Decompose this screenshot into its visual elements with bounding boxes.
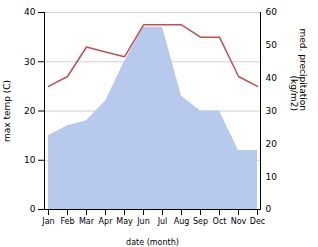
svg-text:Jun: Jun [136, 217, 150, 226]
svg-text:Apr: Apr [99, 217, 114, 226]
svg-text:Feb: Feb [60, 217, 74, 226]
svg-text:0: 0 [266, 204, 272, 214]
svg-text:30: 30 [266, 106, 278, 116]
svg-text:30: 30 [24, 57, 36, 67]
svg-text:20: 20 [24, 106, 36, 116]
svg-text:40: 40 [24, 7, 36, 17]
svg-text:20: 20 [266, 139, 278, 149]
svg-text:Aug: Aug [174, 217, 190, 226]
svg-text:Mar: Mar [79, 217, 95, 226]
svg-text:10: 10 [266, 172, 278, 182]
svg-text:60: 60 [266, 7, 278, 17]
svg-text:10: 10 [24, 155, 36, 165]
svg-text:Nov: Nov [231, 217, 247, 226]
svg-text:0: 0 [30, 204, 36, 214]
svg-text:Dec: Dec [250, 217, 265, 226]
svg-text:date (month): date (month) [126, 238, 179, 247]
svg-text:Sep: Sep [193, 217, 208, 226]
svg-text:May: May [116, 217, 133, 226]
svg-text:med. precipitation(kg/m2): med. precipitation(kg/m2) [289, 29, 308, 111]
svg-text:40: 40 [266, 73, 278, 83]
svg-text:50: 50 [266, 40, 278, 50]
svg-text:Jul: Jul [157, 217, 168, 226]
svg-text:max temp (C): max temp (C) [2, 80, 12, 142]
svg-text:Oct: Oct [213, 217, 227, 226]
svg-text:Jan: Jan [41, 217, 54, 226]
